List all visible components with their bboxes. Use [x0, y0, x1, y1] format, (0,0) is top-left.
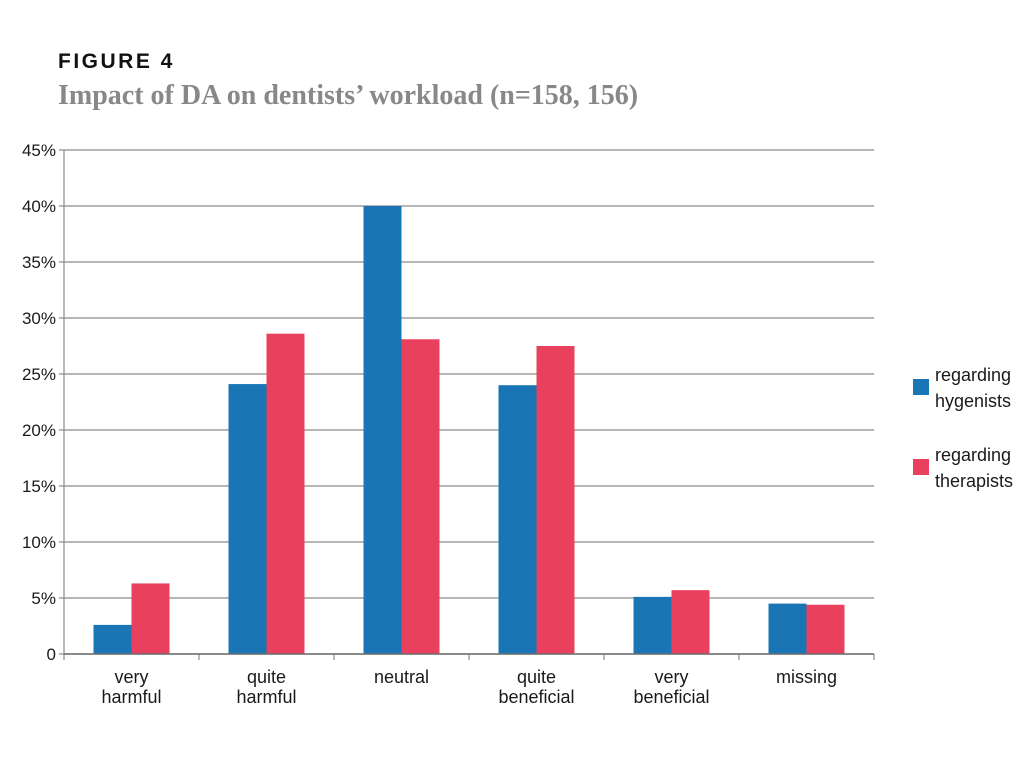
x-tick-label: quite	[517, 667, 556, 687]
x-tick-label: very	[114, 667, 148, 687]
bar-hygenists	[633, 596, 672, 654]
y-tick-label: 0	[47, 645, 56, 664]
legend-label-line: regarding	[935, 365, 1012, 385]
legend-label-line: hygenists	[935, 391, 1012, 411]
bar-hygenists	[363, 206, 402, 654]
bar-hygenists	[768, 603, 807, 654]
y-tick-label: 45%	[22, 141, 56, 160]
legend-label-therapists: regarding therapists	[935, 442, 1024, 494]
legend-label-line: regarding	[935, 445, 1012, 465]
x-tick-label: missing	[776, 667, 837, 687]
y-tick-label: 25%	[22, 365, 56, 384]
x-tick-label: harmful	[101, 687, 161, 707]
y-tick-label: 20%	[22, 421, 56, 440]
figure-label: FIGURE 4	[58, 50, 175, 73]
bar-therapists	[131, 583, 170, 654]
x-tick-label: harmful	[236, 687, 296, 707]
bar-therapists	[806, 604, 845, 654]
legend-swatch-hygenists	[913, 379, 929, 395]
y-tick-label: 35%	[22, 253, 56, 272]
bar-therapists	[671, 590, 710, 654]
x-tick-label: beneficial	[633, 687, 709, 707]
y-tick-label: 30%	[22, 309, 56, 328]
y-tick-label: 10%	[22, 533, 56, 552]
x-tick-label: very	[654, 667, 688, 687]
chart-title: Impact of DA on dentists’ workload (n=15…	[58, 80, 639, 111]
x-tick-label: beneficial	[498, 687, 574, 707]
legend-swatch-therapists	[913, 459, 929, 475]
y-tick-label: 15%	[22, 477, 56, 496]
bar-therapists	[536, 346, 575, 654]
bar-hygenists	[93, 624, 132, 654]
bar-therapists	[266, 333, 305, 654]
legend-label-line: therapists	[935, 471, 1014, 491]
bar-hygenists	[228, 384, 267, 654]
bar-therapists	[401, 339, 440, 654]
y-tick-label: 5%	[31, 589, 56, 608]
bar-hygenists	[498, 385, 537, 654]
y-tick-label: 40%	[22, 197, 56, 216]
legend-label-hygenists: regarding hygenists	[935, 362, 1024, 414]
x-tick-label: neutral	[374, 667, 429, 687]
x-tick-label: quite	[247, 667, 286, 687]
